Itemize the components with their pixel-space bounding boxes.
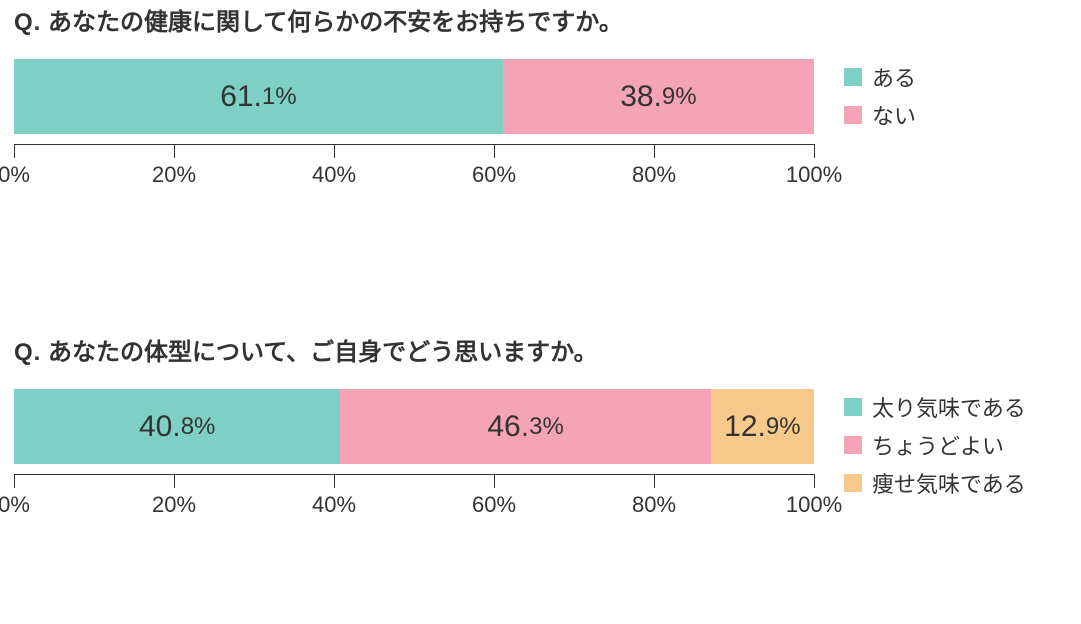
segment-value-int: 61.	[220, 80, 262, 114]
bar-segment: 46.3%	[340, 389, 710, 464]
question-prefix: Q.	[14, 9, 41, 36]
axis-line	[14, 144, 814, 145]
legend-label: 太り気味である	[872, 391, 1026, 423]
axis-tick-label: 80%	[632, 492, 676, 518]
question-text: あなたの体型について、ご自身でどう思いますか。	[48, 339, 598, 366]
stacked-bar: 40.8%46.3%12.9%	[14, 389, 814, 464]
legend-swatch	[844, 106, 862, 124]
axis-tick	[814, 144, 815, 158]
legend-swatch	[844, 474, 862, 492]
question-text: あなたの健康に関して何らかの不安をお持ちですか。	[48, 9, 623, 36]
axis-tick-label: 100%	[786, 162, 842, 188]
legend-label: ちょうどよい	[872, 429, 1004, 461]
axis-tick-label: 60%	[472, 162, 516, 188]
legend-item: ある	[844, 61, 916, 93]
bar-segment: 40.8%	[14, 389, 340, 464]
bar-segment: 12.9%	[711, 389, 814, 464]
legend-label: 痩せ気味である	[872, 467, 1026, 499]
question-prefix: Q.	[14, 339, 41, 366]
axis-tick-label: 0%	[0, 162, 30, 188]
segment-value-dec: 8%	[181, 413, 216, 441]
legend-item: 太り気味である	[844, 391, 1026, 423]
legend: 太り気味であるちょうどよい痩せ気味である	[844, 391, 1026, 505]
bar-segment: 38.9%	[503, 59, 814, 134]
axis-tick	[174, 144, 175, 158]
legend-label: ある	[872, 61, 916, 93]
axis-tick	[14, 474, 15, 488]
legend-item: 痩せ気味である	[844, 467, 1026, 499]
legend-label: ない	[872, 99, 916, 131]
stacked-bar: 61.1%38.9%	[14, 59, 814, 134]
legend-item: ちょうどよい	[844, 429, 1026, 461]
question-title: Q. あなたの体型について、ご自身でどう思いますか。	[14, 332, 1081, 367]
axis-tick-label: 20%	[152, 492, 196, 518]
legend-swatch	[844, 68, 862, 86]
legend-item: ない	[844, 99, 916, 131]
segment-value-int: 38.	[620, 80, 662, 114]
legend-swatch	[844, 436, 862, 454]
axis-tick	[494, 474, 495, 488]
segment-value-dec: 3%	[529, 413, 564, 441]
axis-tick-label: 40%	[312, 492, 356, 518]
axis-tick-label: 60%	[472, 492, 516, 518]
axis-tick	[654, 144, 655, 158]
axis-tick-label: 40%	[312, 162, 356, 188]
axis-tick-label: 0%	[0, 492, 30, 518]
legend-swatch	[844, 398, 862, 416]
axis-tick	[334, 144, 335, 158]
axis-tick-label: 20%	[152, 162, 196, 188]
segment-value-int: 46.	[487, 410, 529, 444]
axis-line	[14, 474, 814, 475]
segment-value-dec: 1%	[262, 83, 297, 111]
axis-tick	[334, 474, 335, 488]
segment-value-dec: 9%	[766, 413, 801, 441]
axis-tick-label: 100%	[786, 492, 842, 518]
axis-tick-label: 80%	[632, 162, 676, 188]
legend: あるない	[844, 61, 916, 137]
axis-tick	[814, 474, 815, 488]
axis-tick	[494, 144, 495, 158]
chart-health-anxiety: Q. あなたの健康に関して何らかの不安をお持ちですか。 61.1%38.9% 0…	[0, 2, 1081, 209]
bar-segment: 61.1%	[14, 59, 503, 134]
axis-tick	[654, 474, 655, 488]
axis-tick	[174, 474, 175, 488]
segment-value-int: 40.	[139, 410, 181, 444]
segment-value-int: 12.	[724, 410, 766, 444]
x-axis: 0%20%40%60%80%100%	[14, 474, 814, 524]
chart-area: 61.1%38.9% 0%20%40%60%80%100% あるない	[14, 59, 1064, 209]
axis-tick	[14, 144, 15, 158]
question-title: Q. あなたの健康に関して何らかの不安をお持ちですか。	[14, 2, 1081, 37]
x-axis: 0%20%40%60%80%100%	[14, 144, 814, 194]
chart-body-type: Q. あなたの体型について、ご自身でどう思いますか。 40.8%46.3%12.…	[0, 332, 1081, 539]
segment-value-dec: 9%	[662, 83, 697, 111]
chart-area: 40.8%46.3%12.9% 0%20%40%60%80%100% 太り気味で…	[14, 389, 1064, 539]
